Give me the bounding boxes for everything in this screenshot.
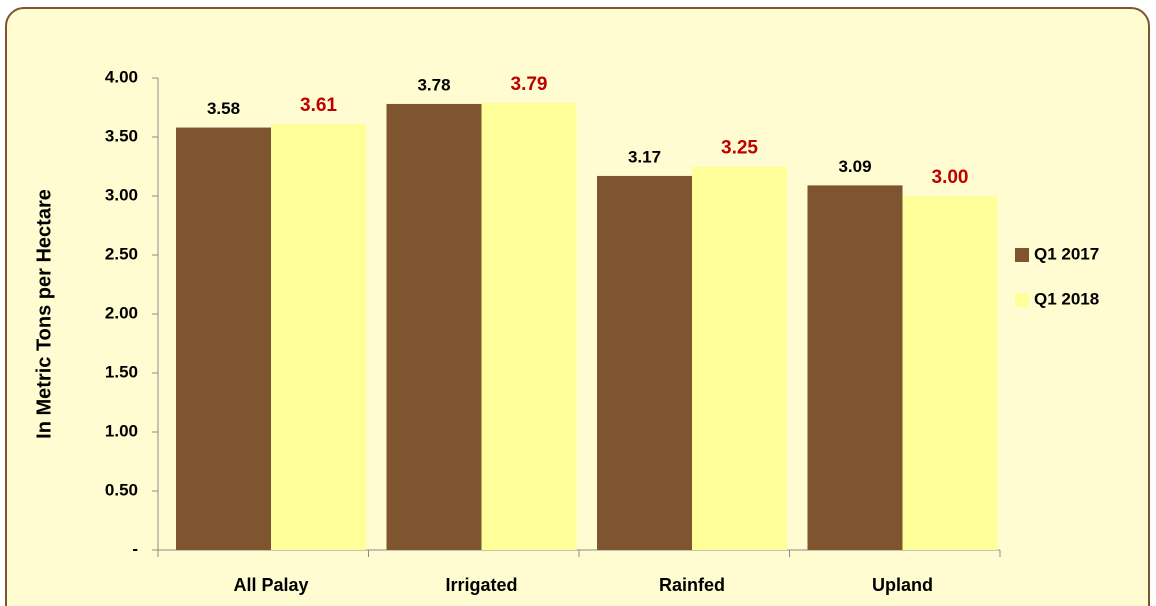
y-tick-label: 2.00 (105, 303, 138, 322)
y-axis-label: In Metric Tons per Hectare (33, 189, 55, 439)
y-tick-label: 3.00 (105, 185, 138, 204)
legend-swatch (1015, 293, 1029, 307)
data-label: 3.09 (838, 157, 871, 176)
x-tick-label: Rainfed (659, 575, 725, 595)
data-label: 3.58 (207, 99, 240, 118)
legend-swatch (1015, 248, 1029, 262)
bar (692, 166, 787, 550)
x-tick-label: Irrigated (445, 575, 517, 595)
bar (386, 103, 482, 551)
bar (807, 185, 903, 550)
y-tick-label: 1.00 (105, 421, 138, 440)
data-label: 3.79 (511, 74, 548, 95)
data-label: 3.61 (300, 95, 337, 116)
legend-label: Q1 2018 (1034, 289, 1099, 308)
bar (481, 102, 577, 550)
data-label: 3.00 (932, 167, 969, 188)
y-tick-label: 1.50 (105, 362, 138, 381)
data-label: 3.17 (628, 147, 661, 166)
y-tick-label: 2.50 (105, 244, 138, 263)
y-tick-label: - (132, 539, 138, 558)
y-tick-label: 3.50 (105, 126, 138, 145)
data-label: 3.25 (721, 138, 758, 159)
bar (597, 175, 692, 550)
y-tick-label: 4.00 (105, 67, 138, 86)
bar (902, 196, 998, 550)
x-tick-label: All Palay (233, 575, 308, 595)
bar (271, 124, 366, 551)
data-label: 3.78 (417, 75, 450, 94)
bar (176, 127, 271, 550)
legend-label: Q1 2017 (1034, 244, 1099, 263)
x-tick-label: Upland (872, 575, 933, 595)
y-tick-label: 0.50 (105, 480, 138, 499)
